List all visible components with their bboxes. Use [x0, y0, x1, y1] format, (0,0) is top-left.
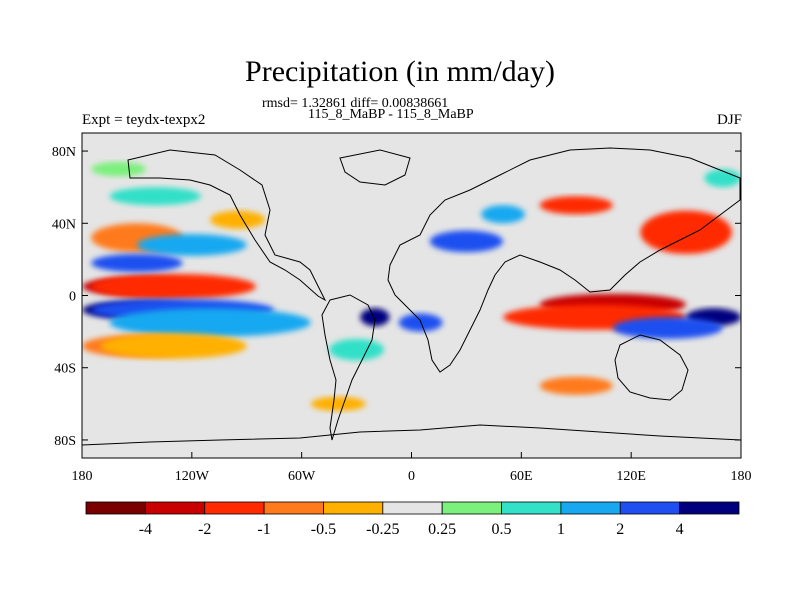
anomaly-region	[360, 308, 390, 327]
colorbar-label: -2	[198, 521, 211, 538]
coastline-eurasia-africa	[387, 147, 741, 373]
colorbar-swatch	[560, 501, 621, 515]
anomaly-region	[539, 376, 613, 395]
lon-tick-label: 60E	[510, 469, 533, 484]
lat-tick-label: 80N	[52, 145, 76, 160]
anomaly-region	[91, 161, 147, 177]
colorbar-swatch	[85, 501, 146, 515]
coastlines	[82, 147, 741, 446]
anomaly-region	[210, 210, 266, 229]
colorbar-label: 0.5	[492, 521, 512, 538]
anomaly-layer	[82, 161, 741, 412]
colorbar-swatch	[679, 501, 740, 515]
lat-tick-label: 40N	[52, 217, 76, 232]
colorbar-label: 4	[676, 521, 684, 538]
lon-tick-label: 0	[408, 469, 415, 484]
anomaly-region	[329, 338, 385, 361]
stats-line: rmsd= 1.32861 diff= 0.00838661	[262, 96, 449, 111]
lat-tick-label: 40S	[54, 362, 76, 377]
coastline-south-america	[321, 294, 376, 441]
anomaly-region	[91, 253, 183, 273]
anomaly-region	[640, 210, 732, 254]
lon-tick-label: 120W	[175, 469, 210, 484]
colorbar-label: -0.5	[311, 521, 336, 538]
map-title: Precipitation (in mm/day)	[245, 55, 555, 88]
lon-tick-label: 120E	[616, 469, 646, 484]
anomaly-region	[429, 230, 504, 253]
colorbar-label: 2	[616, 521, 624, 538]
colorbar-label: -1	[257, 521, 270, 538]
colorbar-label: 1	[557, 521, 565, 538]
experiment-label: Expt = teydx-texpx2	[82, 112, 206, 128]
colorbar: -4 -2 -1 -0.5 -0.25 0.25 0.5 1 2 4	[85, 501, 740, 538]
lat-tick-label: 80S	[54, 434, 76, 449]
colorbar-swatch	[263, 501, 324, 515]
season-label: DJF	[716, 112, 742, 128]
colorbar-swatch	[501, 501, 562, 515]
colorbar-label: 0.25	[428, 521, 456, 538]
colorbar-swatch	[441, 501, 502, 515]
anomaly-region	[136, 234, 247, 256]
colorbar-swatch	[382, 501, 443, 515]
anomaly-region	[704, 169, 741, 188]
anomaly-region	[612, 317, 723, 339]
coastline-north-america	[127, 149, 327, 302]
anomaly-region	[109, 308, 311, 338]
longitude-axis: 180 120W 60W 0 60E 120E 180	[72, 452, 752, 484]
lon-tick-label: 60W	[288, 469, 316, 484]
coastline-australia	[614, 334, 689, 401]
anomaly-region	[539, 196, 613, 215]
colorbar-swatch	[619, 501, 681, 515]
colorbar-swatch	[144, 501, 206, 515]
colorbar-swatch	[323, 501, 384, 515]
anomaly-region	[100, 333, 247, 359]
anomaly-region	[310, 396, 366, 412]
anomaly-region	[91, 273, 256, 300]
colorbar-swatch	[204, 501, 265, 515]
anomaly-region	[109, 187, 201, 206]
latitude-axis: 80N 40N 0 40S 80S	[52, 145, 741, 449]
lat-tick-label: 0	[69, 290, 76, 305]
anomaly-region	[481, 205, 525, 224]
lon-tick-label: 180	[731, 469, 752, 484]
lon-tick-label: 180	[72, 469, 93, 484]
comparison-label: 115_8_MaBP - 115_8_MaBP	[308, 107, 474, 122]
coastline-antarctica	[82, 424, 741, 446]
colorbar-label: -0.25	[366, 521, 399, 538]
colorbar-label: -4	[139, 521, 152, 538]
coastline-greenland	[339, 149, 411, 186]
